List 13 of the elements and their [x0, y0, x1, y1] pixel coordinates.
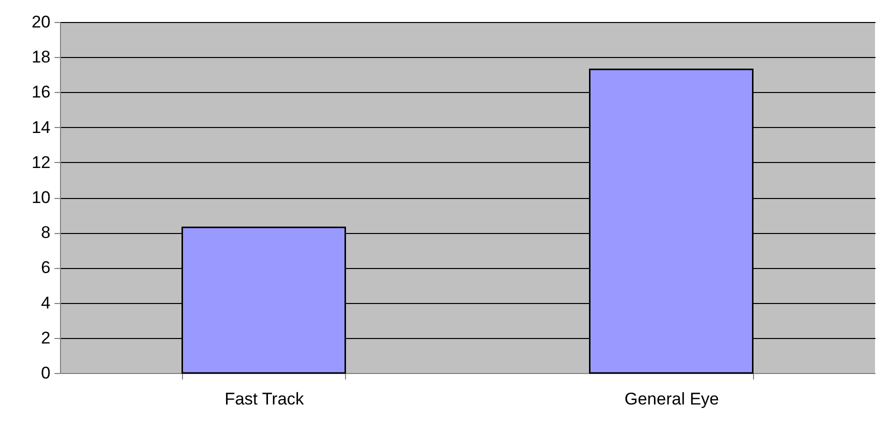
y-tick-label: 20: [32, 12, 50, 32]
x-tick-label: Fast Track: [224, 390, 304, 408]
y-tick-label: 0: [41, 364, 50, 382]
y-tick-label: 8: [41, 223, 50, 242]
y-tick-label: 4: [41, 293, 50, 312]
x-tick-label: General Eye: [624, 390, 719, 408]
y-tick-label: 12: [32, 152, 50, 172]
y-tick-label: 6: [41, 258, 50, 278]
y-tick-label: 10: [32, 188, 50, 207]
y-tick-label: 2: [41, 328, 50, 348]
y-tick-label: 14: [32, 118, 50, 137]
y-tick-label: 16: [32, 82, 50, 102]
y-tick-label: 18: [32, 48, 50, 67]
